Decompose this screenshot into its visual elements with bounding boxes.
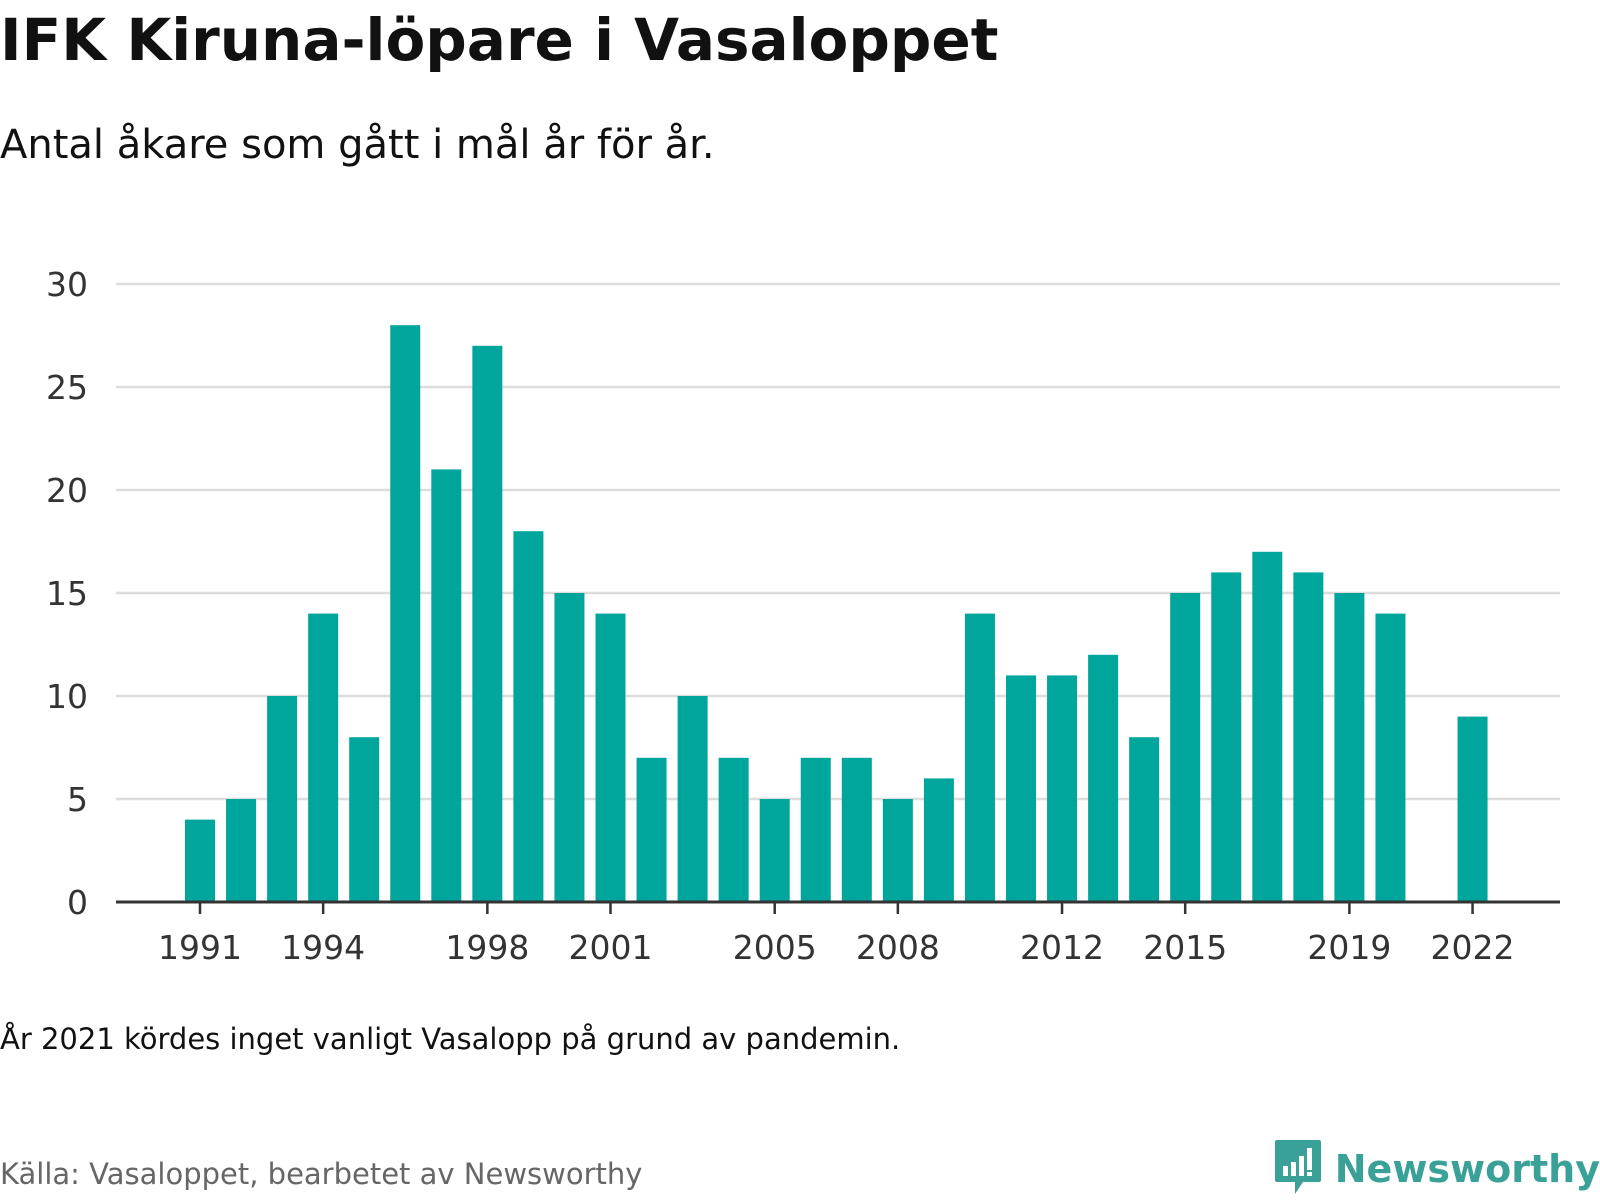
x-tick-label-2019: 2019 bbox=[1307, 928, 1391, 967]
chart-subtitle: Antal åkare som gått i mål år för år. bbox=[0, 122, 715, 168]
bar-2004 bbox=[718, 757, 749, 902]
x-tick-label-2012: 2012 bbox=[1020, 928, 1104, 967]
bar-1999 bbox=[513, 531, 544, 902]
y-tick-label-10: 10 bbox=[46, 677, 88, 716]
bar-2008 bbox=[882, 799, 913, 902]
bar-1992 bbox=[226, 799, 257, 902]
bar-2001 bbox=[595, 613, 626, 902]
bar-2012 bbox=[1047, 675, 1078, 902]
bar-2016 bbox=[1211, 572, 1242, 902]
source-credit: Källa: Vasaloppet, bearbetet av Newswort… bbox=[0, 1157, 643, 1191]
bar-1994 bbox=[308, 613, 339, 902]
bar-2014 bbox=[1129, 737, 1160, 902]
chart-title: IFK Kiruna-löpare i Vasaloppet bbox=[0, 6, 999, 74]
x-tick-label-2015: 2015 bbox=[1143, 928, 1227, 967]
y-tick-label-25: 25 bbox=[46, 368, 88, 407]
x-tick-label-2022: 2022 bbox=[1431, 928, 1515, 967]
bar-2010 bbox=[964, 613, 995, 902]
bar-2020 bbox=[1375, 613, 1406, 902]
bar-chart-speech-bubble-icon bbox=[1273, 1138, 1323, 1200]
x-tick-label-1991: 1991 bbox=[158, 928, 242, 967]
bar-2003 bbox=[677, 696, 708, 902]
x-tick-label-2001: 2001 bbox=[569, 928, 653, 967]
brand-name: Newsworthy bbox=[1334, 1147, 1600, 1191]
bar-2007 bbox=[841, 757, 872, 902]
bar-2002 bbox=[636, 757, 667, 902]
bar-2000 bbox=[554, 593, 585, 902]
bar-2005 bbox=[759, 799, 790, 902]
y-tick-label-0: 0 bbox=[67, 883, 88, 922]
x-axis-ticks: 1991 1994 1998 2001 2005 2008 2012 2015 2019 2022 bbox=[158, 902, 1515, 967]
y-tick-label-5: 5 bbox=[67, 780, 88, 819]
x-tick-label-1994: 1994 bbox=[281, 928, 365, 967]
bars bbox=[185, 325, 1488, 902]
bar-2013 bbox=[1088, 654, 1119, 902]
bar-2015 bbox=[1170, 593, 1201, 902]
x-tick-label-2005: 2005 bbox=[733, 928, 817, 967]
x-tick-label-1998: 1998 bbox=[445, 928, 529, 967]
bar-2009 bbox=[923, 778, 954, 902]
bar-1995 bbox=[349, 737, 380, 902]
bar-chart: 0 5 10 15 20 25 30 1991 1994 1998 2001 2005 2008 201… bbox=[46, 265, 1560, 967]
brand-logo: Newsworthy bbox=[1273, 1138, 1600, 1200]
bar-1998 bbox=[472, 345, 503, 902]
x-tick-label-2008: 2008 bbox=[856, 928, 940, 967]
y-tick-label-20: 20 bbox=[46, 471, 88, 510]
bar-2018 bbox=[1293, 572, 1324, 902]
y-axis-ticks: 0 5 10 15 20 25 30 bbox=[46, 265, 88, 922]
bar-2011 bbox=[1006, 675, 1036, 902]
bar-2017 bbox=[1252, 551, 1283, 902]
y-tick-label-30: 30 bbox=[46, 265, 88, 304]
bar-1993 bbox=[267, 696, 298, 902]
bar-1996 bbox=[390, 325, 421, 902]
bar-2006 bbox=[800, 757, 831, 902]
footnote: År 2021 kördes inget vanligt Vasalopp på… bbox=[0, 1022, 901, 1056]
bar-1991 bbox=[185, 819, 215, 902]
bar-2019 bbox=[1334, 593, 1365, 902]
bar-1997 bbox=[431, 469, 462, 902]
bar-2022 bbox=[1457, 716, 1488, 902]
y-tick-label-15: 15 bbox=[46, 574, 88, 613]
